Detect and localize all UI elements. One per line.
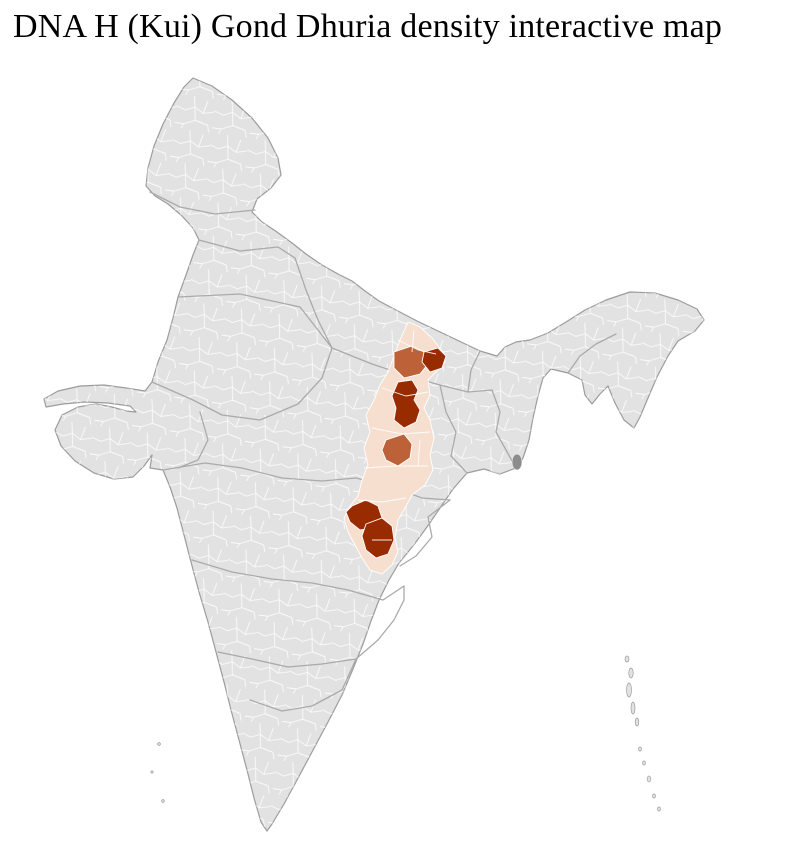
urban-gray-district[interactable] <box>511 453 523 471</box>
andaman-nicobar-islands <box>624 655 661 812</box>
district-density-high[interactable] <box>361 517 395 559</box>
lakshadweep-islands <box>150 742 165 803</box>
page-title: DNA H (Kui) Gond Dhuria density interact… <box>13 8 723 45</box>
district-density-mid[interactable] <box>381 433 413 467</box>
district-density-high[interactable] <box>391 379 421 429</box>
highlight-districts <box>343 321 447 575</box>
